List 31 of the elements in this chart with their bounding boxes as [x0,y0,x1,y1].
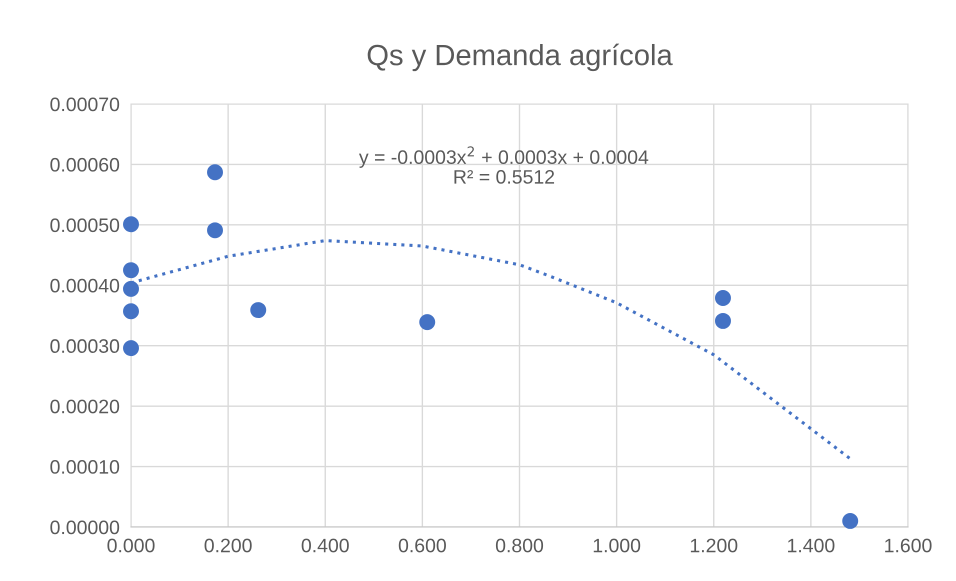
point [419,314,436,330]
point [123,303,139,320]
x-tick-label: 0.400 [302,538,349,552]
point [123,340,139,356]
point [207,164,223,180]
y-tick-label: 0.00040 [50,278,120,293]
x-tick-label: 1.000 [594,538,640,552]
point [842,512,858,529]
point [715,290,731,306]
chart-title: Qs y Demanda agrícola [368,44,673,72]
point [207,222,223,238]
y-tick-label: 0.00050 [50,218,120,232]
y-tick-label: 0.00070 [50,97,120,112]
point [123,280,139,297]
point [250,302,266,318]
point [123,216,139,232]
annotation: y = -0.0003x$^{2}$ + 0.0003x + 0.0004 R² = 0.5512 [358,146,648,184]
y-tick-label: 0.00060 [50,158,120,172]
y-tick-label: 0.00030 [50,339,120,353]
x-tick-label: 1.200 [690,538,738,552]
x-tick-label: 0.200 [204,538,252,552]
point [715,312,731,329]
x-tick-label: 0.800 [496,538,544,552]
point [123,262,139,278]
x-tick-label: 0.000 [107,538,155,552]
y-tick-label: 0.00010 [50,460,120,474]
y-tick-label: 0.00020 [50,400,120,414]
x-tick-label: 0.600 [398,538,446,552]
x-tick-label: 1.400 [788,538,834,552]
x-tick-label: 1.600 [885,538,932,552]
y-tick-label: 0.00000 [50,520,120,534]
